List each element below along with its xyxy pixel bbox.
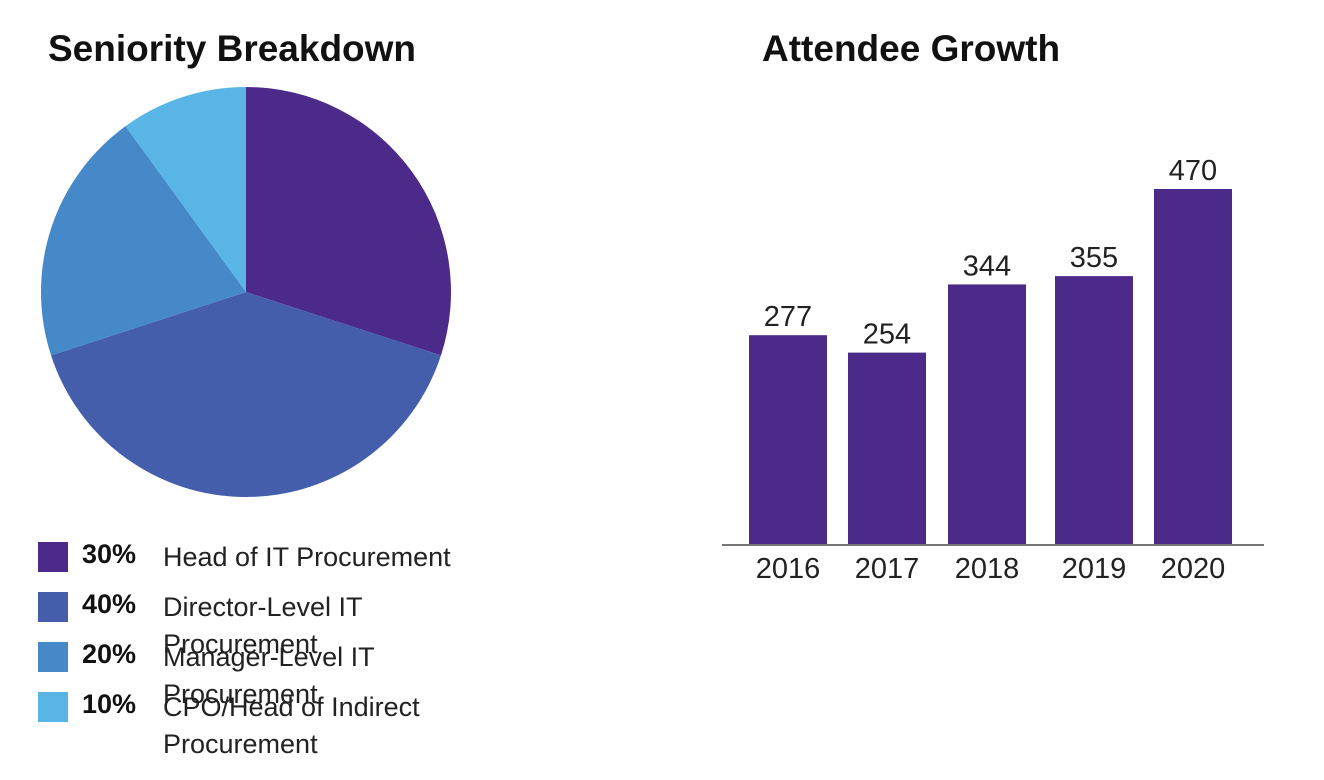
legend-item: 20% Manager-Level IT Procurement	[38, 638, 638, 709]
legend-percent: 10%	[82, 689, 137, 719]
bar-value-label: 470	[1169, 155, 1217, 187]
pie-slice-director	[51, 292, 441, 497]
bar-value-label: 355	[1070, 242, 1118, 274]
legend-label: CPO/Head of Indirect Procurement	[163, 692, 420, 759]
legend-percent: 30%	[82, 539, 137, 569]
legend-label: Head of IT Procurement	[163, 542, 451, 572]
bar-2017	[848, 352, 926, 545]
legend-item: 40% Director-Level IT Procurement	[38, 588, 638, 659]
pie-chart-title: Seniority Breakdown	[48, 28, 417, 69]
x-tick-label: 2018	[955, 553, 1020, 585]
x-tick-label: 2017	[855, 553, 920, 585]
bar-value-label: 277	[764, 301, 812, 333]
legend-swatch-head	[38, 542, 68, 572]
pie-slice-head	[246, 87, 451, 356]
bar-2016	[749, 335, 827, 545]
legend-percent: 40%	[82, 589, 137, 619]
legend-label: Director-Level IT Procurement	[163, 592, 363, 659]
pie-slice-manager	[41, 126, 247, 356]
legend-item: 30% Head of IT Procurement	[38, 538, 638, 588]
bar-2019	[1055, 276, 1133, 545]
pie-slice-cpo	[125, 87, 246, 292]
legend-item: 10% CPO/Head of Indirect Procurement	[38, 688, 638, 768]
x-tick-label: 2019	[1062, 553, 1127, 585]
bar-value-label: 254	[863, 319, 911, 351]
pie-chart	[41, 87, 451, 497]
legend-label: Manager-Level IT Procurement	[163, 642, 375, 709]
x-tick-label: 2020	[1161, 553, 1226, 585]
bar-2020	[1154, 189, 1232, 545]
legend-swatch-cpo	[38, 692, 68, 722]
bar-chart: 277 2016 254 2017 344 2018 355 2019 470 2020	[722, 155, 1264, 585]
legend-percent: 20%	[82, 639, 137, 669]
x-tick-label: 2016	[756, 553, 821, 585]
bar-chart-title: Attendee Growth	[762, 28, 1061, 69]
bar-value-label: 344	[963, 250, 1011, 282]
bar-2018	[948, 284, 1026, 545]
legend-swatch-director	[38, 592, 68, 622]
legend-swatch-manager	[38, 642, 68, 672]
pie-legend: 30% Head of IT Procurement 40% Director-…	[38, 538, 638, 768]
